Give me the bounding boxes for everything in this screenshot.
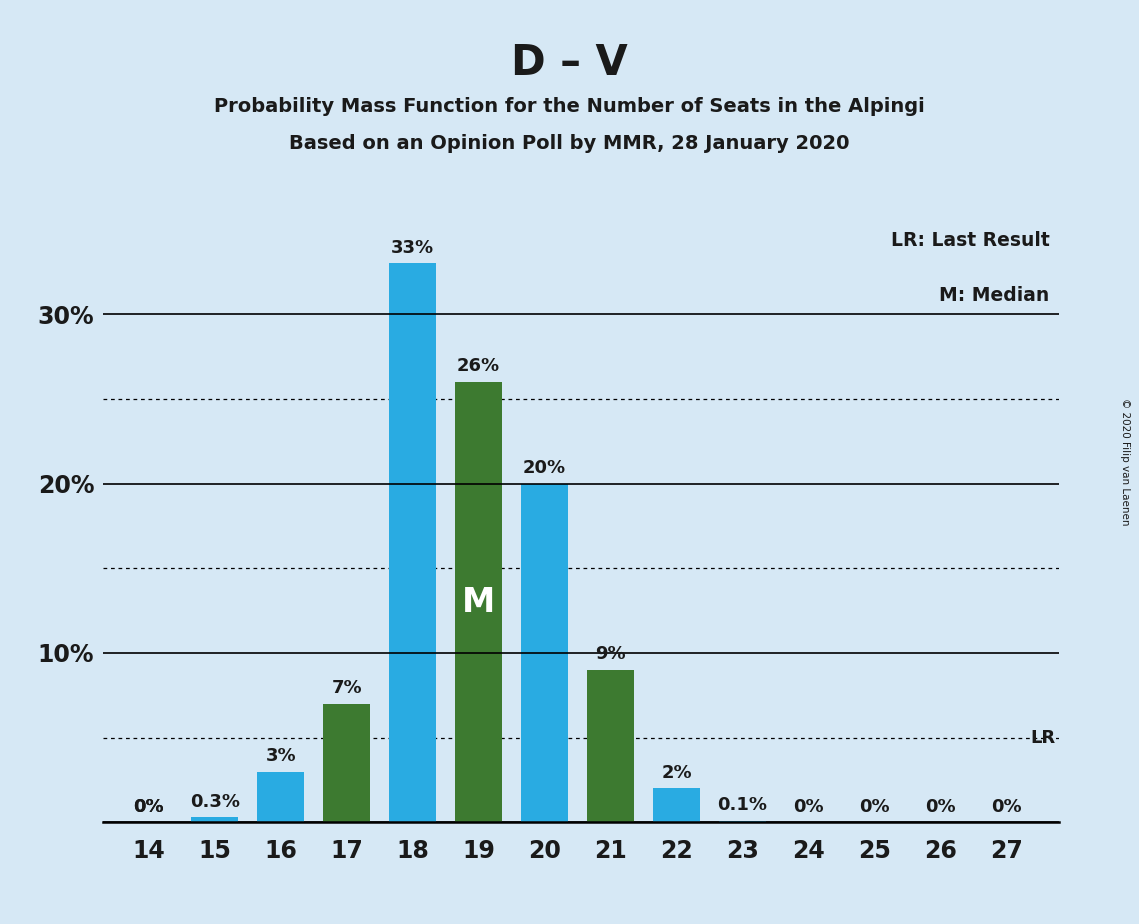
Text: M: M — [462, 586, 495, 619]
Text: 0%: 0% — [133, 798, 164, 817]
Text: 0%: 0% — [991, 798, 1022, 817]
Text: 3%: 3% — [265, 747, 296, 765]
Text: 33%: 33% — [391, 238, 434, 257]
Bar — [388, 263, 436, 822]
Text: 7%: 7% — [331, 679, 362, 697]
Text: 2%: 2% — [662, 764, 691, 782]
Text: 0%: 0% — [133, 798, 164, 817]
Text: M: Median: M: Median — [940, 286, 1050, 305]
Text: D – V: D – V — [511, 42, 628, 83]
Text: © 2020 Filip van Laenen: © 2020 Filip van Laenen — [1121, 398, 1130, 526]
Bar — [653, 788, 700, 822]
Bar — [521, 483, 568, 822]
Text: 20%: 20% — [523, 459, 566, 477]
Bar — [719, 821, 767, 822]
Text: 0%: 0% — [859, 798, 890, 817]
Text: 0.3%: 0.3% — [190, 793, 239, 810]
Bar — [587, 670, 634, 822]
Bar — [191, 818, 238, 822]
Bar — [454, 382, 502, 822]
Text: 0%: 0% — [925, 798, 956, 817]
Text: 26%: 26% — [457, 358, 500, 375]
Bar — [322, 704, 370, 822]
Bar — [257, 772, 304, 822]
Text: LR: Last Result: LR: Last Result — [891, 231, 1050, 249]
Text: 0.1%: 0.1% — [718, 796, 768, 814]
Text: 0%: 0% — [793, 798, 823, 817]
Text: 9%: 9% — [596, 645, 626, 663]
Text: Based on an Opinion Poll by MMR, 28 January 2020: Based on an Opinion Poll by MMR, 28 Janu… — [289, 134, 850, 153]
Text: LR: LR — [1031, 729, 1056, 747]
Text: Probability Mass Function for the Number of Seats in the Alpingi: Probability Mass Function for the Number… — [214, 97, 925, 116]
